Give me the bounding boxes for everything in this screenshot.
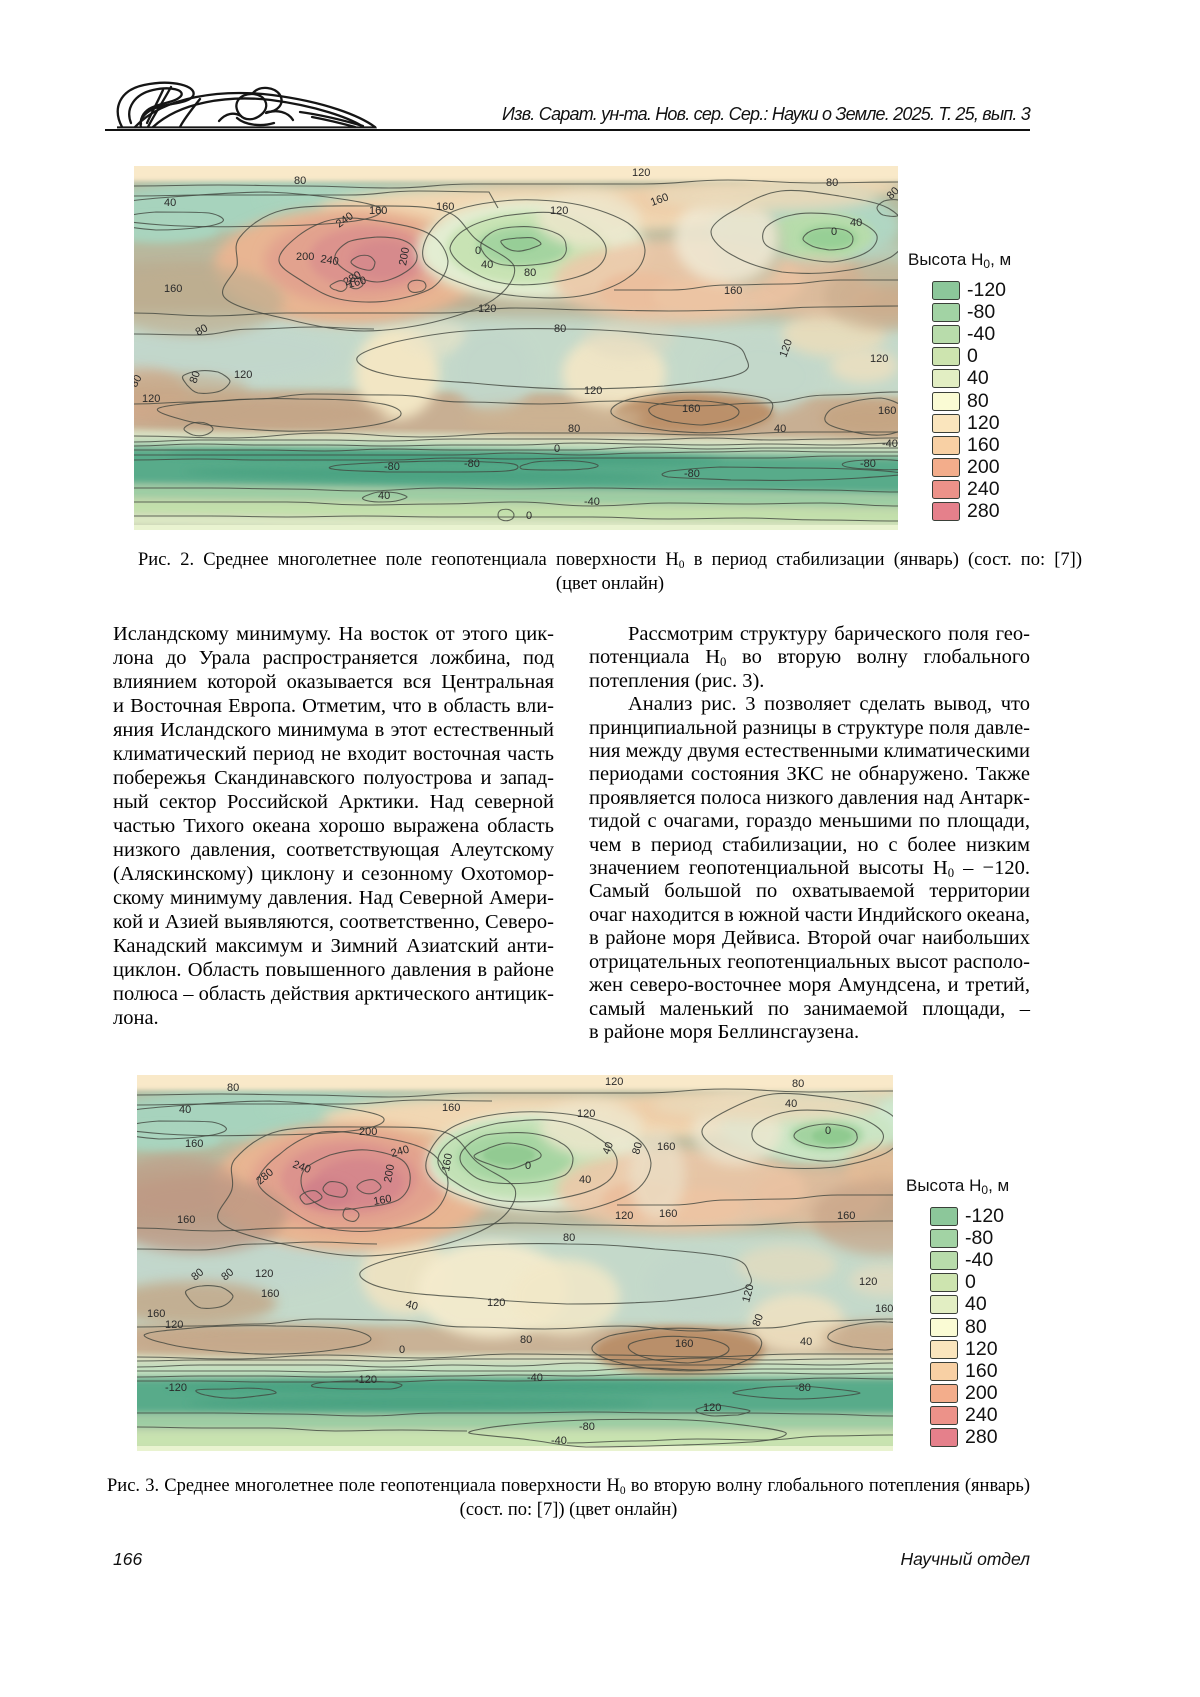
svg-text:160: 160 <box>177 1214 195 1226</box>
svg-text:120: 120 <box>255 1268 273 1280</box>
svg-text:160: 160 <box>675 1338 693 1350</box>
svg-text:200: 200 <box>382 1163 397 1183</box>
svg-text:80: 80 <box>792 1078 804 1090</box>
svg-text:80: 80 <box>826 177 838 189</box>
svg-text:40: 40 <box>164 197 176 209</box>
svg-text:160: 160 <box>440 1152 455 1172</box>
svg-text:120: 120 <box>632 167 650 179</box>
svg-text:80: 80 <box>554 323 566 335</box>
svg-text:200: 200 <box>397 246 412 266</box>
svg-text:160: 160 <box>369 205 387 217</box>
svg-text:40: 40 <box>774 423 786 435</box>
svg-text:160: 160 <box>875 1303 893 1315</box>
svg-text:120: 120 <box>859 1276 877 1288</box>
svg-text:120: 120 <box>234 369 252 381</box>
svg-text:40: 40 <box>785 1098 797 1110</box>
svg-text:0: 0 <box>475 245 481 257</box>
svg-text:0: 0 <box>825 1125 831 1137</box>
svg-text:160: 160 <box>649 191 670 209</box>
svg-text:80: 80 <box>194 322 211 339</box>
svg-text:120: 120 <box>550 205 568 217</box>
svg-text:-80: -80 <box>464 458 480 470</box>
svg-text:-40: -40 <box>551 1435 567 1447</box>
svg-text:160: 160 <box>436 201 454 213</box>
svg-text:80: 80 <box>630 1141 645 1156</box>
svg-text:160: 160 <box>659 1208 677 1220</box>
svg-text:80: 80 <box>227 1082 239 1094</box>
svg-text:-80: -80 <box>384 461 400 473</box>
svg-text:-120: -120 <box>355 1374 377 1386</box>
svg-text:120: 120 <box>870 353 888 365</box>
svg-text:240: 240 <box>319 253 339 268</box>
svg-text:40: 40 <box>800 1336 812 1348</box>
svg-text:0: 0 <box>831 226 837 238</box>
svg-text:240: 240 <box>291 1159 312 1177</box>
svg-text:80: 80 <box>520 1334 532 1346</box>
svg-text:160: 160 <box>185 1138 203 1150</box>
svg-text:-40: -40 <box>882 438 898 450</box>
svg-text:40: 40 <box>579 1174 591 1186</box>
svg-text:40: 40 <box>179 1104 191 1116</box>
svg-text:-80: -80 <box>795 1382 811 1394</box>
svg-text:-40: -40 <box>527 1372 543 1384</box>
svg-text:120: 120 <box>605 1076 623 1088</box>
svg-text:-120: -120 <box>165 1382 187 1394</box>
svg-text:80: 80 <box>294 175 306 187</box>
svg-text:0: 0 <box>526 510 532 522</box>
svg-text:40: 40 <box>378 490 390 502</box>
svg-text:80: 80 <box>524 267 536 279</box>
svg-text:80: 80 <box>751 1312 766 1328</box>
svg-text:160: 160 <box>372 1193 392 1208</box>
svg-text:160: 160 <box>682 403 700 415</box>
svg-text:200: 200 <box>296 251 314 263</box>
svg-text:160: 160 <box>837 1210 855 1222</box>
svg-text:120: 120 <box>478 303 496 315</box>
svg-text:120: 120 <box>487 1297 505 1309</box>
svg-text:0: 0 <box>525 1160 531 1172</box>
svg-text:80: 80 <box>563 1232 575 1244</box>
svg-text:160: 160 <box>147 1308 165 1320</box>
svg-text:0: 0 <box>399 1344 405 1356</box>
svg-text:-80: -80 <box>684 468 700 480</box>
svg-text:80: 80 <box>885 185 898 202</box>
svg-text:200: 200 <box>359 1126 377 1138</box>
svg-text:-80: -80 <box>860 458 876 470</box>
svg-text:40: 40 <box>404 1298 419 1313</box>
svg-text:-40: -40 <box>584 496 600 508</box>
svg-text:160: 160 <box>261 1288 279 1300</box>
svg-text:120: 120 <box>778 338 796 359</box>
svg-text:160: 160 <box>442 1102 460 1114</box>
svg-text:160: 160 <box>878 405 896 417</box>
svg-text:0: 0 <box>554 443 560 455</box>
svg-text:40: 40 <box>601 1140 616 1156</box>
svg-text:120: 120 <box>615 1210 633 1222</box>
svg-text:160: 160 <box>164 283 182 295</box>
svg-text:40: 40 <box>850 217 862 229</box>
svg-text:160: 160 <box>347 275 368 291</box>
svg-text:120: 120 <box>740 1283 756 1304</box>
svg-text:80: 80 <box>568 423 580 435</box>
svg-text:120: 120 <box>584 385 602 397</box>
svg-text:120: 120 <box>142 393 160 405</box>
svg-text:240: 240 <box>390 1144 411 1160</box>
svg-text:40: 40 <box>481 259 493 271</box>
svg-text:80: 80 <box>134 373 145 390</box>
svg-text:120: 120 <box>165 1319 183 1331</box>
svg-text:120: 120 <box>577 1108 595 1120</box>
svg-text:80: 80 <box>188 369 203 385</box>
svg-text:160: 160 <box>724 285 742 297</box>
svg-text:-80: -80 <box>579 1421 595 1433</box>
svg-text:120: 120 <box>703 1402 721 1414</box>
svg-text:160: 160 <box>657 1141 675 1153</box>
